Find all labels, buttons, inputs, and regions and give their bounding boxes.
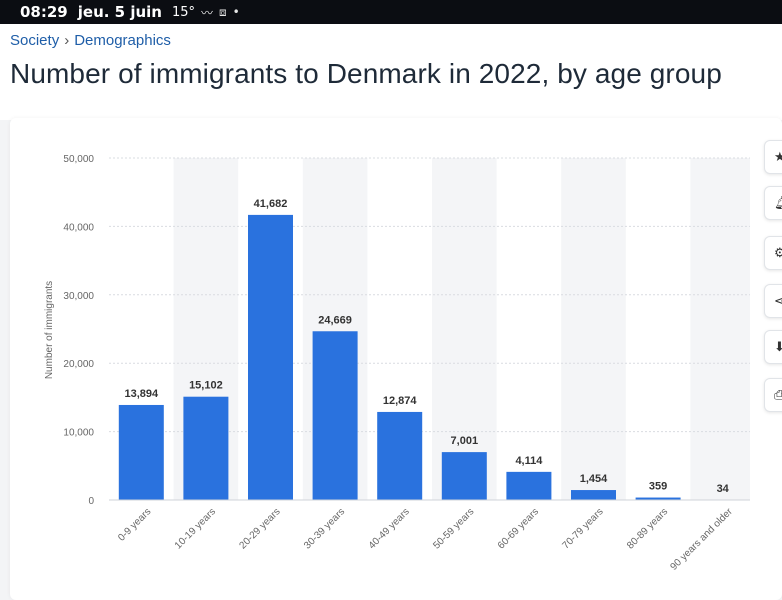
- y-tick-label: 30,000: [63, 291, 94, 302]
- share-icon[interactable]: ⋖: [764, 284, 782, 318]
- x-tick-label: 10-19 years: [173, 506, 218, 551]
- bar: [248, 214, 293, 500]
- page-title: Number of immigrants to Denmark in 2022,…: [10, 58, 722, 89]
- bar-value-label: 4,114: [515, 455, 543, 467]
- star-icon[interactable]: ★: [764, 140, 782, 174]
- x-tick-label: 30-39 years: [302, 506, 347, 551]
- bar-value-label: 15,102: [189, 380, 223, 392]
- y-tick-label: 50,000: [63, 154, 94, 165]
- bar: [118, 404, 164, 500]
- x-tick-label: 60-69 years: [496, 506, 541, 551]
- bar-value-label: 34: [717, 483, 730, 495]
- bar-value-label: 359: [649, 481, 667, 493]
- category-band: [561, 158, 626, 500]
- x-tick-label: 20-29 years: [237, 506, 282, 551]
- bell-icon[interactable]: 🔔︎: [764, 186, 782, 220]
- x-tick-label: 40-49 years: [367, 506, 412, 551]
- bar: [441, 452, 487, 500]
- bar-chart: 0 10,000 20,000 30,000 40,000 50,000 Number of…: [44, 154, 750, 573]
- x-tick-label: 80-89 years: [625, 506, 670, 551]
- bar-value-label: 1,454: [580, 473, 608, 485]
- bar-value-label: 12,874: [383, 395, 418, 407]
- breadcrumb-separator: ›: [64, 32, 70, 49]
- bar: [571, 490, 616, 500]
- download-icon[interactable]: ⬇: [764, 330, 782, 364]
- chart-card: 0 10,000 20,000 30,000 40,000 50,000 Number of…: [10, 118, 782, 600]
- bar-value-label: 7,001: [451, 435, 479, 447]
- screen-record-icon: ⧈: [219, 4, 227, 19]
- breadcrumb: Society › Demographics: [10, 32, 171, 49]
- y-tick-label: 10,000: [63, 428, 94, 439]
- bar: [312, 331, 358, 500]
- x-tick-label: 50-59 years: [431, 506, 476, 551]
- bar: [183, 396, 229, 500]
- bar: [635, 497, 681, 500]
- y-tick-label: 0: [88, 496, 94, 507]
- x-tick-label: 90 years and older: [668, 506, 735, 573]
- page-header: Society › Demographics Number of immigrant…: [0, 24, 782, 120]
- bar-value-label: 13,894: [124, 388, 159, 400]
- bar: [506, 471, 552, 500]
- dot-icon: •: [232, 5, 240, 19]
- status-temperature: 15°: [171, 4, 196, 20]
- x-tick-label: 70-79 years: [560, 506, 605, 551]
- status-bar: 08:29 jeu. 5 juin 15° 〰 ⧈ •: [0, 0, 782, 24]
- category-band: [432, 158, 497, 500]
- x-tick-label: 0-9 years: [116, 506, 153, 543]
- category-band: [690, 158, 750, 500]
- settings-icon[interactable]: ⚙: [764, 236, 782, 270]
- weather-icon: 〰: [201, 5, 214, 20]
- y-tick-label: 40,000: [63, 222, 94, 233]
- status-time: 08:29: [20, 3, 68, 21]
- breadcrumb-demographics[interactable]: Demographics: [74, 32, 171, 49]
- status-date: jeu. 5 juin: [77, 3, 162, 21]
- y-axis-label: Number of immigrants: [44, 281, 55, 379]
- breadcrumb-society[interactable]: Society: [10, 32, 60, 49]
- bar: [377, 411, 423, 500]
- print-icon[interactable]: ⎙: [764, 378, 782, 412]
- bar-value-label: 24,669: [318, 314, 352, 326]
- bar-value-label: 41,682: [254, 198, 288, 210]
- y-tick-label: 20,000: [63, 359, 94, 370]
